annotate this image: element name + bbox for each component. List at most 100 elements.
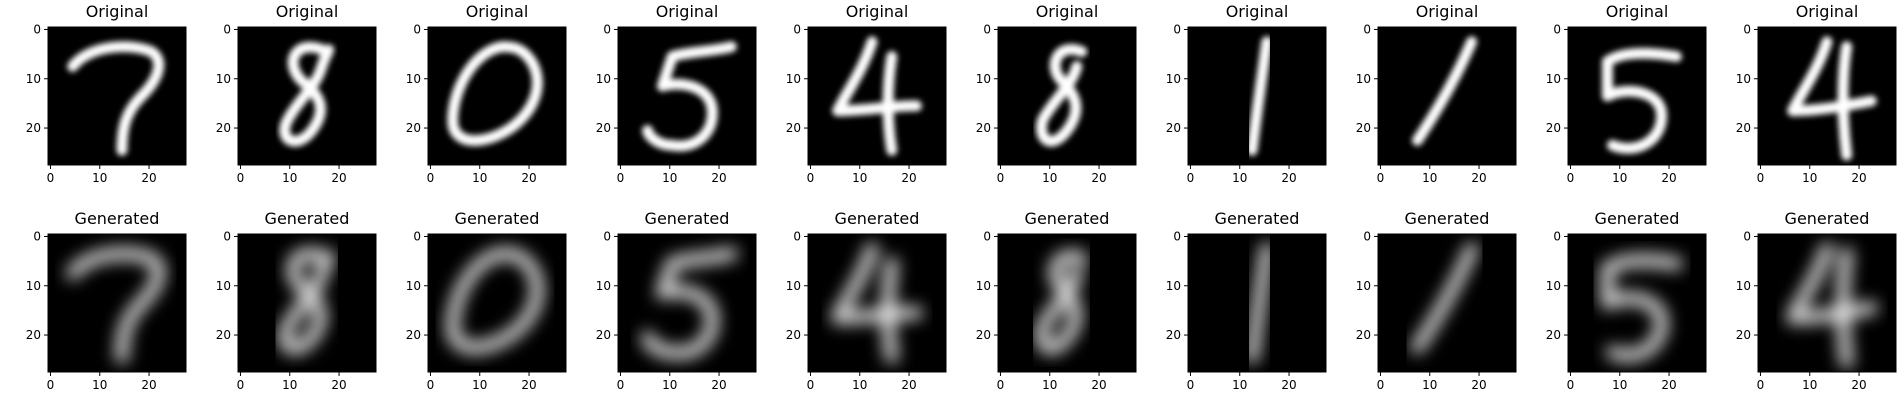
panel-title: Generated [645, 209, 730, 228]
y-tick-label: 20 [1166, 328, 1181, 342]
x-tick-label: 20 [1091, 171, 1106, 185]
y-tick-label: 0 [33, 22, 41, 36]
axes-frame [237, 26, 377, 166]
axes-frame [997, 26, 1137, 166]
y-tick-label: 10 [786, 279, 801, 293]
x-tick-label: 10 [1042, 171, 1057, 185]
digit-stroke [1602, 47, 1682, 154]
y-tick-label: 20 [786, 328, 801, 342]
digit-panel: Original 0 10 20 0 10 20 [786, 2, 947, 185]
y-tick-label: 10 [406, 279, 421, 293]
y-tick-label: 0 [1743, 229, 1751, 243]
y-tick-label: 0 [793, 22, 801, 36]
digit-panel: Generated 0 10 20 0 10 20 [1356, 209, 1517, 392]
y-tick-label: 20 [596, 121, 611, 135]
y-tick-label: 20 [406, 121, 421, 135]
y-tick-label: 20 [1356, 328, 1371, 342]
y-tick-label: 20 [1356, 121, 1371, 135]
y-tick-label: 0 [413, 229, 421, 243]
digit-panel: Generated 0 10 20 0 10 20 [596, 209, 757, 392]
digit-panel: Original 0 10 20 0 10 20 [1736, 2, 1897, 185]
x-tick-label: 0 [617, 378, 625, 392]
panel-title: Generated [1595, 209, 1680, 228]
x-tick-label: 10 [282, 378, 297, 392]
y-tick-label: 0 [983, 229, 991, 243]
y-tick-label: 0 [1743, 22, 1751, 36]
y-tick-label: 0 [413, 22, 421, 36]
x-tick-label: 0 [617, 171, 625, 185]
axes-frame [1757, 26, 1897, 166]
digit-panel: Original 0 10 20 0 10 20 [216, 2, 377, 185]
y-tick-label: 20 [976, 328, 991, 342]
y-tick-label: 0 [1363, 229, 1371, 243]
x-tick-label: 10 [1042, 378, 1057, 392]
y-tick-label: 0 [1173, 229, 1181, 243]
x-tick-label: 10 [852, 171, 867, 185]
digit-panel: Original 0 10 20 0 10 20 [1356, 2, 1517, 185]
digit-panel: Generated 0 10 20 0 10 20 [1736, 209, 1897, 392]
y-tick-label: 10 [1736, 279, 1751, 293]
digit-stroke [1245, 242, 1274, 364]
y-tick-label: 10 [1356, 279, 1371, 293]
y-tick-label: 10 [216, 72, 231, 86]
digit-panel: Original 0 10 20 0 10 20 [406, 2, 567, 185]
y-tick-label: 10 [1546, 72, 1561, 86]
x-tick-label: 10 [472, 171, 487, 185]
digit-panel: Generated 0 10 20 0 10 20 [786, 209, 947, 392]
axes-frame [1187, 26, 1327, 166]
axes-frame [617, 233, 757, 373]
digit-stroke [278, 247, 336, 355]
x-tick-label: 10 [1422, 171, 1437, 185]
x-tick-label: 0 [997, 171, 1005, 185]
x-tick-label: 10 [852, 378, 867, 392]
axes-frame [807, 233, 947, 373]
x-tick-label: 20 [711, 171, 726, 185]
x-tick-label: 20 [331, 378, 346, 392]
x-tick-label: 0 [237, 378, 245, 392]
digit-stroke [1601, 253, 1683, 362]
x-tick-label: 20 [521, 378, 536, 392]
x-tick-label: 0 [1757, 378, 1765, 392]
digit-panel: Original 0 10 20 0 10 20 [976, 2, 1137, 185]
y-tick-label: 20 [26, 121, 41, 135]
y-tick-label: 20 [1736, 328, 1751, 342]
digit-stroke [1787, 36, 1877, 161]
panel-title: Generated [1405, 209, 1490, 228]
x-tick-label: 10 [1612, 378, 1627, 392]
digit-panel: Generated 0 10 20 0 10 20 [26, 209, 187, 392]
x-tick-label: 20 [1851, 171, 1866, 185]
axes-frame [47, 233, 187, 373]
y-tick-label: 10 [1166, 279, 1181, 293]
y-tick-label: 0 [603, 229, 611, 243]
x-tick-label: 20 [711, 378, 726, 392]
x-tick-label: 0 [47, 378, 55, 392]
y-tick-label: 20 [406, 328, 421, 342]
panel-title: Original [1036, 2, 1099, 21]
y-tick-label: 10 [1736, 72, 1751, 86]
y-tick-label: 10 [596, 72, 611, 86]
x-tick-label: 0 [1567, 171, 1575, 185]
axes-frame [1377, 233, 1517, 373]
x-tick-label: 0 [427, 378, 435, 392]
digit-stroke [832, 36, 922, 156]
x-tick-label: 20 [141, 378, 156, 392]
x-tick-label: 10 [662, 378, 677, 392]
y-tick-label: 0 [983, 22, 991, 36]
y-tick-label: 20 [786, 121, 801, 135]
x-tick-label: 0 [1187, 378, 1195, 392]
y-tick-label: 0 [1553, 22, 1561, 36]
x-tick-label: 0 [237, 171, 245, 185]
x-tick-label: 10 [1612, 171, 1627, 185]
axes-frame [1377, 26, 1517, 166]
x-tick-label: 0 [427, 171, 435, 185]
x-tick-label: 10 [1802, 171, 1817, 185]
digit-panel: Original 0 10 20 0 10 20 [1546, 2, 1707, 185]
y-tick-label: 0 [33, 229, 41, 243]
y-tick-label: 20 [596, 328, 611, 342]
y-tick-label: 10 [976, 279, 991, 293]
axes-frame [1757, 233, 1897, 373]
digit-stroke [67, 41, 165, 156]
y-tick-label: 10 [786, 72, 801, 86]
